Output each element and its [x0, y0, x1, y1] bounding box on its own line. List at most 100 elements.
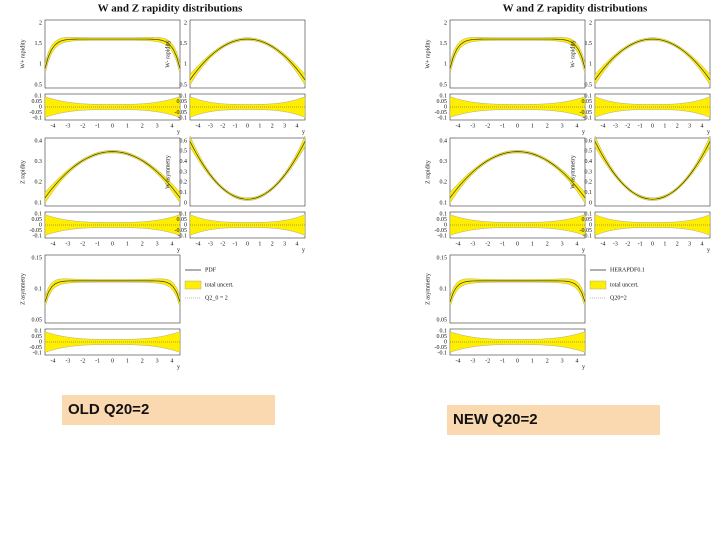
ratio-tick-label: 0 — [184, 222, 187, 228]
ratio-tick-label: 0 — [444, 339, 447, 345]
ratio-tick-label: 0.05 — [32, 99, 43, 105]
x-tick-label: 0 — [246, 241, 249, 247]
x-tick-label: 2 — [141, 241, 144, 247]
x-axis-label: y — [177, 247, 180, 253]
y-tick-label: 0.3 — [35, 159, 43, 165]
central-curve — [449, 280, 586, 303]
y-tick-label: 0.05 — [32, 317, 43, 323]
x-tick-label: 2 — [546, 241, 549, 247]
ratio-tick-label: -0.1 — [33, 350, 43, 356]
ratio-tick-label: 0.05 — [582, 217, 593, 223]
ratio-band — [594, 96, 711, 118]
x-tick-label: 0 — [651, 123, 654, 129]
x-tick-label: 1 — [258, 241, 261, 247]
x-tick-label: -1 — [233, 123, 238, 129]
ratio-band — [189, 214, 306, 236]
x-tick-label: 3 — [156, 241, 159, 247]
plot-frame — [44, 254, 181, 324]
x-tick-label: -4 — [51, 241, 56, 247]
y-tick-label: 0.1 — [440, 200, 448, 206]
y-tick-label: 0.15 — [32, 255, 43, 261]
x-tick-label: 1 — [663, 123, 666, 129]
ratio-tick-label: -0.05 — [435, 228, 448, 234]
y-tick-label: 0.4 — [585, 159, 593, 165]
x-tick-label: 1 — [531, 358, 534, 364]
ratio-tick-label: 0.1 — [35, 93, 43, 99]
ratio-tick-label: 0.05 — [437, 99, 448, 105]
x-tick-label: -3 — [470, 358, 475, 364]
y-tick-label: 0.4 — [180, 159, 188, 165]
ratio-tick-label: -0.1 — [583, 233, 593, 239]
x-tick-label: -4 — [196, 241, 201, 247]
legend-label: HERAPDF0.1 — [610, 267, 645, 273]
legend-band — [184, 280, 202, 290]
y-tick-label: 0.6 — [585, 138, 593, 144]
caption: OLD Q20=2 — [68, 401, 149, 418]
x-tick-label: 3 — [156, 358, 159, 364]
uncertainty-band — [44, 37, 181, 74]
uncertainty-band — [449, 150, 586, 204]
y-tick-label: 0.6 — [180, 138, 188, 144]
caption-box — [62, 395, 275, 425]
ratio-tick-label: -0.05 — [580, 110, 593, 116]
x-tick-label: 4 — [171, 123, 174, 129]
uncertainty-band — [449, 278, 586, 308]
x-tick-label: 1 — [126, 358, 129, 364]
ratio-tick-label: -0.1 — [33, 115, 43, 121]
x-tick-label: 3 — [561, 123, 564, 129]
x-tick-label: -1 — [95, 358, 100, 364]
central-curve — [44, 280, 181, 303]
caption: NEW Q20=2 — [453, 411, 538, 428]
central-curve — [594, 38, 711, 81]
x-tick-label: -4 — [456, 358, 461, 364]
x-tick-label: 0 — [651, 241, 654, 247]
x-tick-label: 2 — [271, 241, 274, 247]
uncertainty-band — [449, 37, 586, 74]
y-tick-label: 0.5 — [440, 82, 448, 88]
uncertainty-band — [44, 150, 181, 204]
y-tick-label: 0.1 — [35, 286, 43, 292]
y-tick-label: 1 — [589, 62, 592, 68]
y-tick-label: 0.5 — [585, 149, 593, 155]
y-tick-label: 0.4 — [440, 138, 448, 144]
x-tick-label: -2 — [485, 241, 490, 247]
central-curve — [44, 38, 181, 69]
x-tick-label: -4 — [456, 241, 461, 247]
ratio-tick-label: -0.1 — [33, 233, 43, 239]
x-tick-label: 1 — [258, 123, 261, 129]
ratio-tick-label: 0 — [39, 222, 42, 228]
central-curve — [44, 151, 181, 199]
y-tick-label: 0.1 — [585, 190, 593, 196]
x-tick-label: -2 — [625, 123, 630, 129]
ratio-tick-label: -0.1 — [438, 115, 448, 121]
ratio-tick-label: -0.05 — [175, 228, 188, 234]
x-axis-label: y — [707, 247, 710, 253]
x-tick-label: 2 — [676, 241, 679, 247]
x-tick-label: 0 — [111, 241, 114, 247]
x-tick-label: 0 — [246, 123, 249, 129]
x-tick-label: 2 — [271, 123, 274, 129]
x-tick-label: -3 — [65, 358, 70, 364]
x-tick-label: 4 — [701, 123, 704, 129]
x-tick-label: 0 — [516, 123, 519, 129]
plot-frame — [44, 19, 181, 89]
y-tick-label: 0.3 — [440, 159, 448, 165]
ratio-band — [44, 214, 181, 236]
ratio-tick-label: 0 — [444, 104, 447, 110]
ratio-tick-label: -0.1 — [178, 115, 188, 121]
x-tick-label: 3 — [561, 241, 564, 247]
x-tick-label: -2 — [80, 241, 85, 247]
x-tick-label: -3 — [65, 241, 70, 247]
y-axis-label: W asymmetry — [570, 155, 576, 189]
y-tick-label: 0.5 — [180, 82, 188, 88]
x-tick-label: 1 — [126, 123, 129, 129]
x-tick-label: 4 — [576, 241, 579, 247]
y-tick-label: 1 — [444, 62, 447, 68]
x-tick-label: -3 — [613, 123, 618, 129]
y-axis-label: W+ rapidity — [425, 39, 431, 68]
x-tick-label: 1 — [531, 123, 534, 129]
ratio-tick-label: 0.1 — [585, 211, 593, 217]
uncertainty-band — [594, 135, 711, 201]
x-tick-label: 1 — [126, 241, 129, 247]
ratio-tick-label: -0.1 — [178, 233, 188, 239]
